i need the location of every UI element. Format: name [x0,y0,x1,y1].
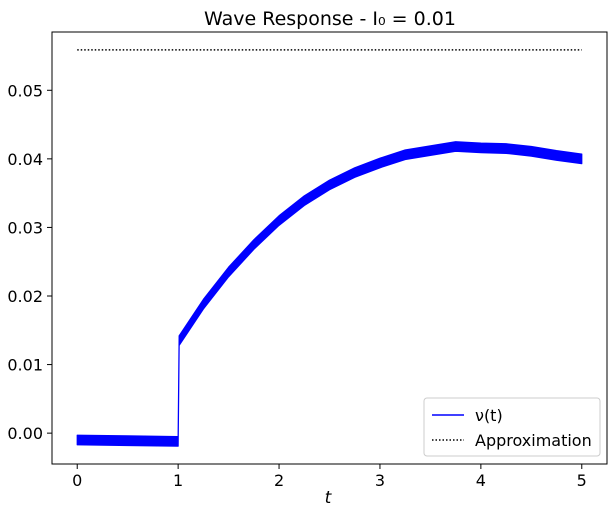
series-layer [76,49,583,447]
x-axis: 0 1 2 3 4 5 [72,464,587,490]
plot-area [51,31,608,465]
x-tick-label: 3 [375,471,385,490]
y-axis: 0.00 0.01 0.02 0.03 0.04 0.05 [7,81,52,443]
legend-box [423,397,601,457]
y-tick-label: 0.03 [7,218,43,237]
y-tick-label: 0.00 [7,424,43,443]
legend: ν(t) Approximation [423,397,601,457]
x-tick-label: 0 [72,471,82,490]
x-tick-label: 4 [476,471,486,490]
series-0-band [76,141,583,447]
y-tick-label: 0.04 [7,150,43,169]
y-tick-label: 0.05 [7,81,43,100]
x-tick-label: 1 [173,471,183,490]
chart-title: Wave Response - I₀ = 0.01 [204,8,456,30]
x-axis-label: t [325,488,333,508]
x-tick-label: 5 [577,471,587,490]
legend-label-series-0: ν(t) [475,406,503,425]
legend-label-series-1: Approximation [475,431,592,450]
y-tick-label: 0.01 [7,356,43,375]
y-tick-label: 0.02 [7,287,43,306]
x-tick-label: 2 [274,471,284,490]
